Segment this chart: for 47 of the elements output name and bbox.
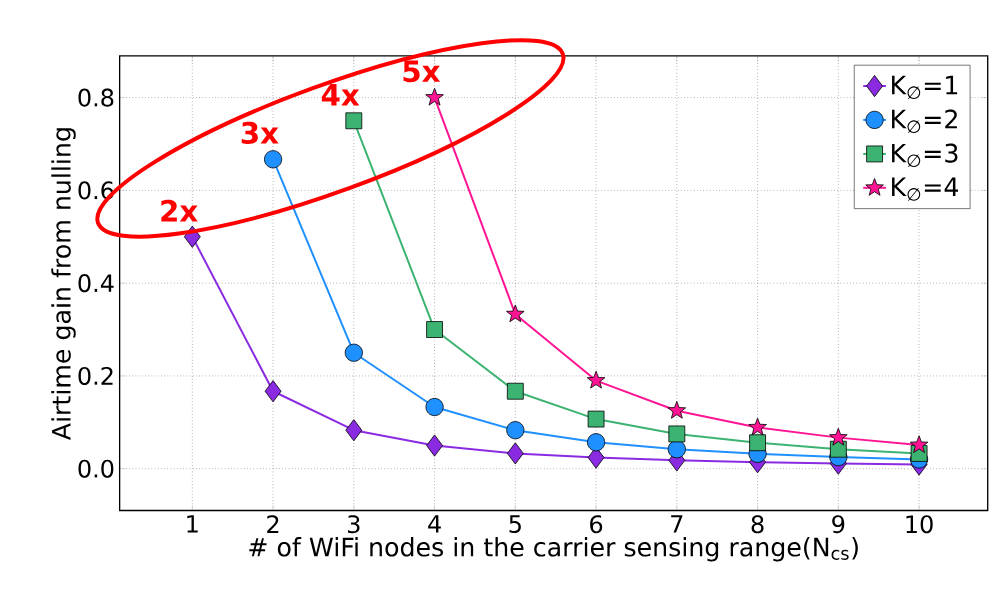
y-tick-label: 0.0 xyxy=(78,459,114,478)
y-axis-title: Airtime gain from nulling xyxy=(51,128,76,441)
point xyxy=(668,425,686,443)
x-tick-label: 10 xyxy=(906,515,933,534)
point xyxy=(587,410,605,428)
x-tick-label: 8 xyxy=(751,515,764,534)
legend-label: K$_{∅}$=1 xyxy=(892,76,958,100)
point xyxy=(344,343,363,363)
x-tick-label: 7 xyxy=(671,515,683,533)
point xyxy=(749,434,766,452)
annotation: 2x xyxy=(161,199,198,222)
x-tick-label: 6 xyxy=(590,515,603,534)
y-tick-label: 0.8 xyxy=(78,88,114,107)
point xyxy=(345,112,363,130)
x-tick-label: 9 xyxy=(832,515,845,534)
x-axis-title: # of WiFi nodes in the carrier sensing range(N$_{cs}$) xyxy=(249,537,858,562)
point xyxy=(425,398,444,417)
point xyxy=(909,435,929,454)
point xyxy=(587,433,606,452)
point xyxy=(667,401,687,419)
point xyxy=(426,434,443,457)
annotation: 5x xyxy=(403,60,441,83)
point xyxy=(425,88,444,106)
point xyxy=(264,150,283,169)
x-tick-label: 2 xyxy=(267,515,279,534)
x-tick-label: 4 xyxy=(428,515,441,533)
point xyxy=(506,304,525,323)
point xyxy=(506,442,524,465)
point xyxy=(264,380,282,403)
legend-label: K$_{∅}$=2 xyxy=(892,109,957,134)
point xyxy=(506,421,525,440)
x-tick-label: 3 xyxy=(348,515,360,534)
point xyxy=(829,428,848,446)
point xyxy=(748,417,767,436)
y-tick-label: 0.4 xyxy=(78,274,114,293)
x-tick-label: 1 xyxy=(187,515,198,533)
legend-label: K$_{∅}$=3 xyxy=(892,143,958,168)
point xyxy=(426,321,443,339)
point xyxy=(586,371,606,389)
legend-label: K$_{∅}$=4 xyxy=(892,177,959,202)
annotation: 3x xyxy=(241,122,279,145)
annotation: 4x xyxy=(321,84,360,106)
point xyxy=(345,419,363,442)
point xyxy=(506,383,524,400)
point xyxy=(667,440,686,459)
y-tick-label: 0.2 xyxy=(78,367,113,386)
x-tick-label: 5 xyxy=(509,515,521,534)
